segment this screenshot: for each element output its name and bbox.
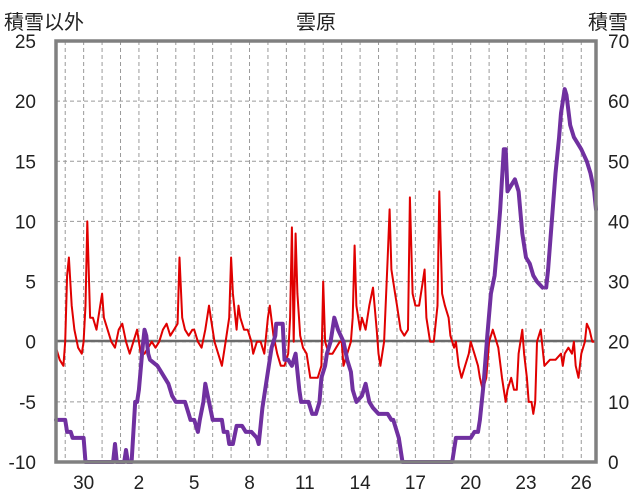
x-tick: 23 xyxy=(515,473,536,494)
x-tick: 20 xyxy=(460,473,481,494)
y-axis-right: 0 10 20 30 40 50 60 70 xyxy=(608,32,629,474)
y-tick-left: 0 xyxy=(25,333,36,354)
y-tick-left: 5 xyxy=(25,273,36,294)
y-tick-right: 10 xyxy=(608,393,629,414)
plot-frame xyxy=(54,39,598,464)
x-tick: 26 xyxy=(571,473,592,494)
y-tick-left: 15 xyxy=(15,152,36,173)
y-tick-left: -10 xyxy=(9,453,36,474)
y-tick-right: 30 xyxy=(608,273,629,294)
x-tick: 17 xyxy=(405,473,426,494)
y-axis-left: -10 -5 0 5 10 15 20 25 xyxy=(9,32,36,474)
series-line xyxy=(55,190,597,415)
y-tick-left: 20 xyxy=(15,92,36,113)
x-tick: 11 xyxy=(295,473,315,494)
series-line xyxy=(54,147,545,464)
series-line xyxy=(544,87,598,290)
y-tick-right: 0 xyxy=(608,453,619,474)
x-tick: 5 xyxy=(189,473,200,494)
y-tick-right: 40 xyxy=(608,212,629,233)
y-tick-right: 50 xyxy=(608,152,629,173)
y-tick-right: 60 xyxy=(608,92,629,113)
x-tick: 2 xyxy=(134,473,145,494)
right-axis-title: 積雪 xyxy=(588,12,628,34)
y-tick-left: 10 xyxy=(15,212,36,233)
x-tick: 14 xyxy=(350,473,372,494)
x-tick: 30 xyxy=(73,473,94,494)
x-axis: 30 2 5 8 11 14 17 20 23 26 xyxy=(73,473,592,494)
x-tick: 8 xyxy=(244,473,255,494)
series-snow xyxy=(54,87,598,464)
left-axis-title: 積雪以外 xyxy=(4,12,84,34)
series-non-snow xyxy=(55,190,597,415)
y-tick-right: 20 xyxy=(608,333,629,354)
y-tick-left: 25 xyxy=(15,32,36,53)
y-tick-left: -5 xyxy=(19,393,36,414)
chart-title: 雲原 xyxy=(296,12,336,34)
y-tick-right: 70 xyxy=(608,32,629,53)
